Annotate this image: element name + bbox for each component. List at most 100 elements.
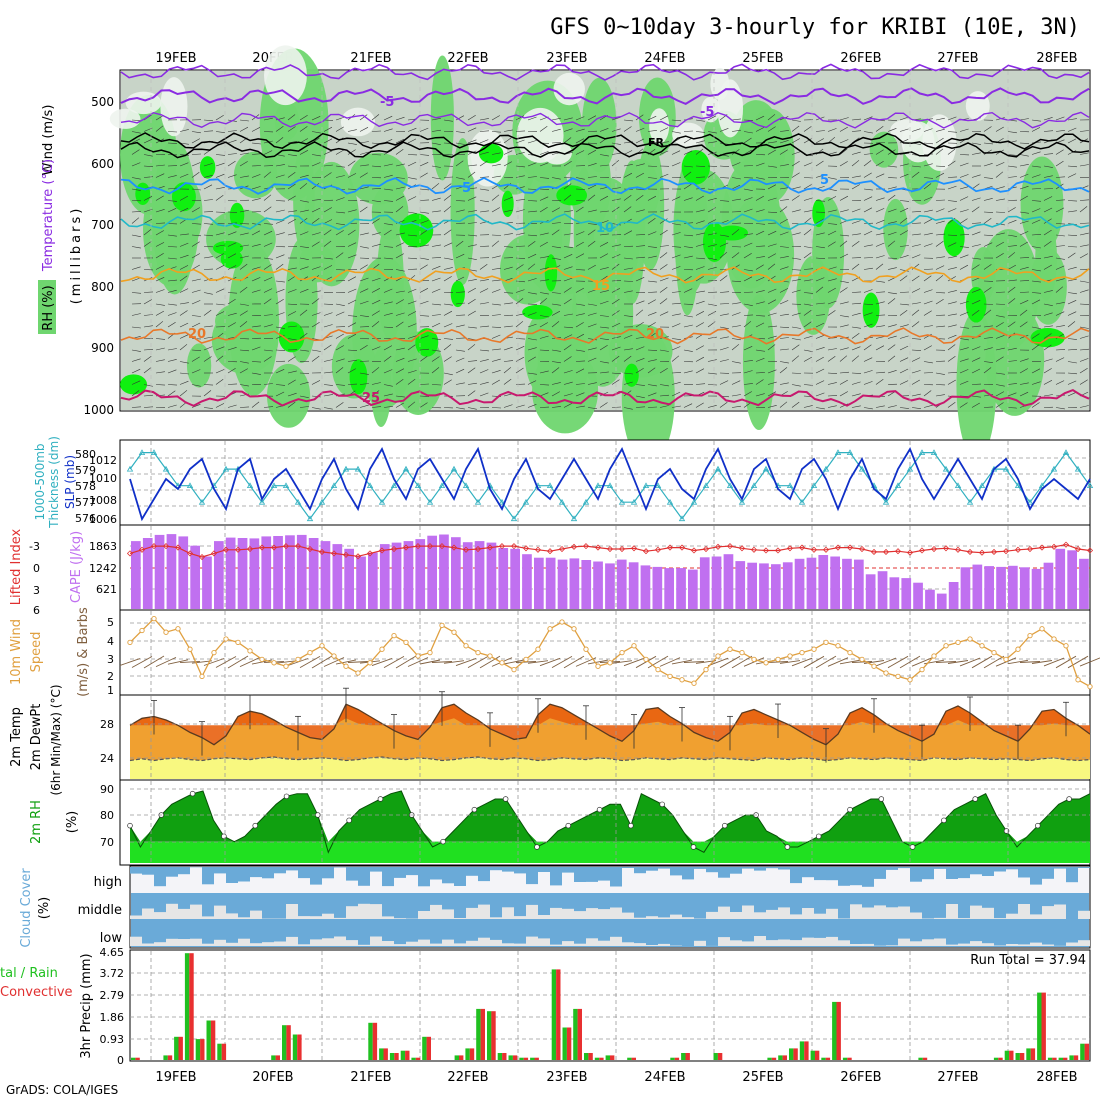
- cloud-mid-gap: [442, 909, 454, 919]
- wind-barb: [407, 311, 417, 316]
- wind-barb: [347, 315, 358, 317]
- cloud-low-gap: [694, 940, 706, 946]
- wind-barb: [359, 206, 368, 213]
- wind-barb: [935, 208, 945, 213]
- wind-barb: [539, 267, 549, 270]
- wind-barb: [527, 347, 537, 351]
- wind-barb: [1019, 195, 1028, 201]
- cloud-mid-gap: [814, 913, 826, 919]
- wind-barb: [623, 119, 634, 122]
- wind10-point: [271, 660, 277, 666]
- wind10-barb: [1031, 660, 1053, 664]
- wind10-point: [907, 677, 913, 683]
- wind-barb: [923, 300, 933, 305]
- wind-barb: [443, 303, 453, 306]
- wind10-barb: [875, 657, 897, 667]
- wind-barb: [695, 266, 705, 270]
- wind-barb: [167, 279, 178, 282]
- wind-barb: [491, 267, 501, 270]
- wind-barb: [287, 392, 297, 397]
- wind-barb: [371, 288, 381, 293]
- wind-barb: [215, 187, 225, 190]
- wind-barb: [623, 315, 633, 317]
- wind-barb: [1031, 381, 1041, 385]
- wind-barb: [803, 229, 812, 236]
- cape-bar: [178, 536, 189, 609]
- wind-barb: [491, 131, 502, 133]
- wind-barb: [551, 310, 561, 316]
- wind-barb: [803, 279, 813, 282]
- wind-barb: [647, 255, 657, 259]
- contour-label: 5: [462, 181, 471, 196]
- wind-barb: [743, 291, 754, 293]
- wind-barb: [947, 185, 957, 190]
- wind-barb: [875, 325, 885, 328]
- wind-barb: [407, 211, 417, 214]
- cape-bar: [865, 574, 876, 609]
- wind-barb: [983, 177, 993, 179]
- cloud-mid-gap: [958, 918, 970, 919]
- wind-barb: [1079, 222, 1090, 224]
- wind-barb: [995, 322, 1004, 328]
- wind-barb: [623, 206, 632, 213]
- wind-barb: [695, 232, 705, 236]
- cloud-low-gap: [946, 944, 958, 946]
- wind-barb: [875, 345, 885, 351]
- wind-barb: [683, 150, 693, 155]
- wind-barb: [1043, 264, 1052, 270]
- thickness-point: [450, 465, 458, 472]
- wind-barb: [491, 163, 501, 167]
- wind-barb: [131, 131, 141, 134]
- wind-barb: [287, 325, 297, 328]
- wind-barb: [503, 325, 513, 328]
- thickness-point: [126, 465, 134, 472]
- wind-barb: [767, 126, 776, 132]
- lifted-index-point: [918, 547, 926, 554]
- precip-convective-bar: [771, 1057, 777, 1060]
- wind-barb: [1055, 149, 1064, 155]
- wind-barb: [395, 232, 405, 236]
- wind-barb: [995, 315, 1005, 318]
- wind-barb: [503, 404, 513, 408]
- wind-barb: [1019, 280, 1030, 282]
- rh-moist-blob: [624, 363, 639, 387]
- wind-barb: [1079, 348, 1090, 351]
- cloud-low-gap: [370, 936, 382, 946]
- cloud-high-bar: [778, 867, 790, 870]
- cloud-low-gap: [1042, 944, 1054, 946]
- wind-barb: [419, 288, 429, 293]
- wind-barb: [503, 161, 513, 167]
- contour-label: FR: [648, 136, 665, 149]
- wind-barb: [311, 380, 321, 385]
- temp2m-label-3: (6hr Min/Max) (°C): [49, 684, 63, 795]
- wind-barb: [1007, 154, 1018, 156]
- wind-barb: [407, 335, 417, 339]
- rh-moist-blob: [349, 359, 368, 395]
- rh-dry-blob: [340, 107, 376, 137]
- wind-barb: [923, 209, 933, 213]
- wind-barb: [539, 206, 548, 213]
- wind-barb: [167, 208, 177, 213]
- thickness-point: [258, 498, 266, 505]
- wind-barb: [971, 277, 981, 282]
- wind-barb: [215, 303, 225, 306]
- wind-barb: [815, 286, 824, 293]
- cape-bar: [1067, 550, 1077, 609]
- precip-total-bar: [713, 1053, 718, 1060]
- thickness-point: [498, 498, 506, 505]
- wind-barb: [635, 114, 644, 121]
- wind10-barb: [719, 655, 741, 669]
- wind-barb: [383, 188, 393, 191]
- temperature-contour: [120, 63, 1090, 81]
- wind-barb: [803, 310, 812, 316]
- wind-barb: [311, 207, 321, 213]
- wind-barb: [551, 382, 561, 385]
- wind-barb: [539, 370, 549, 374]
- wind-barb: [335, 280, 346, 282]
- wind-barb: [659, 286, 668, 293]
- wind-barb: [551, 222, 561, 224]
- wind-barb: [539, 162, 549, 167]
- wind-barb: [683, 403, 693, 408]
- wind-barb: [935, 148, 944, 155]
- wind-barb: [995, 171, 1004, 178]
